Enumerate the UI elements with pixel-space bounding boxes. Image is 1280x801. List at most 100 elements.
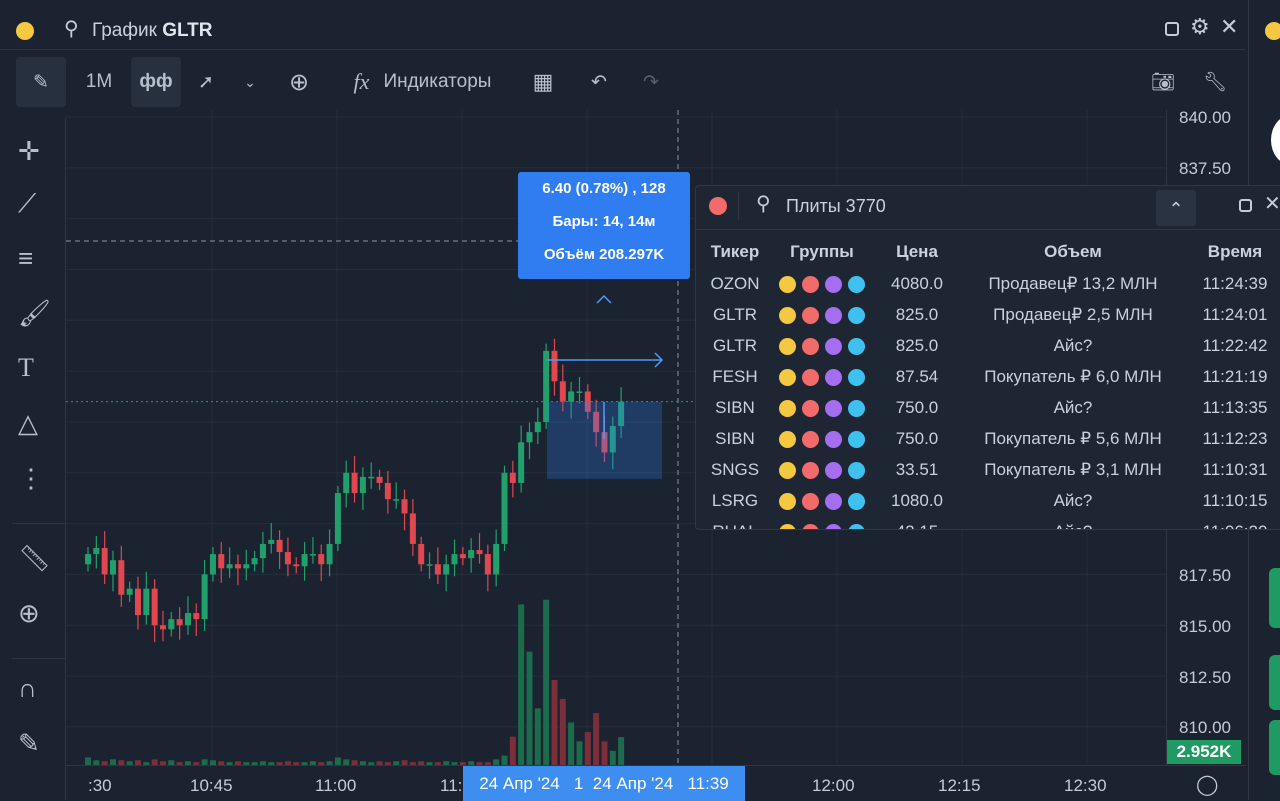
maximize-icon[interactable] [1239, 199, 1252, 212]
close-icon[interactable]: ✕ [1264, 193, 1280, 215]
magnet-icon[interactable]: ∩ [18, 673, 37, 703]
status-dot[interactable] [709, 197, 727, 215]
group-dot[interactable] [802, 275, 819, 293]
column-header[interactable]: Время [1207, 242, 1263, 261]
candle-body [368, 476, 375, 479]
status-dot[interactable] [1265, 22, 1280, 40]
candle-body [384, 482, 391, 500]
group-dot[interactable] [825, 492, 842, 510]
search-icon[interactable]: ⚲ [64, 18, 79, 40]
compare-button[interactable]: ⊕ [282, 57, 316, 107]
fib-lines-icon[interactable]: ≡ [18, 243, 34, 273]
volume-bar [393, 761, 400, 765]
undo-button[interactable]: ↶ [582, 57, 616, 107]
group-dot[interactable] [848, 306, 865, 324]
chart-type-button[interactable]: ➚ [188, 57, 224, 107]
column-header[interactable]: Объем [1044, 242, 1102, 261]
prediction-icon[interactable]: ⋮ [18, 463, 44, 493]
pattern-icon[interactable]: △ [18, 408, 38, 438]
close-icon[interactable]: ✕ [1220, 14, 1239, 39]
status-dot[interactable] [16, 22, 34, 40]
gear-icon[interactable]: ⚙ [1190, 14, 1210, 39]
window-title[interactable]: График GLTR [92, 20, 213, 42]
group-dot[interactable] [825, 337, 842, 355]
candle-body [568, 391, 575, 402]
candle-body [434, 564, 441, 575]
crosshair-icon[interactable]: ✛ [18, 136, 40, 166]
chart-type-dropdown[interactable]: ⌄ [238, 57, 262, 107]
group-dot[interactable] [848, 523, 865, 529]
group-dot[interactable] [825, 399, 842, 417]
table-row[interactable]: SNGS 33.51 Покупатель ₽ 3,1 МЛН 11:10:31 [704, 454, 1280, 485]
volume-bar [234, 761, 241, 765]
table-row[interactable]: GLTR 825.0 Айс? 11:22:42 [704, 330, 1280, 361]
group-dot[interactable] [848, 430, 865, 448]
table-row[interactable]: FESH 87.54 Покупатель ₽ 6,0 МЛН 11:21:19 [704, 361, 1280, 392]
group-dot[interactable] [848, 275, 865, 293]
group-dot[interactable] [825, 275, 842, 293]
maximize-icon[interactable] [1165, 22, 1179, 36]
group-dot[interactable] [848, 399, 865, 417]
candles-button[interactable]: фф [131, 57, 181, 107]
table-row[interactable]: SIBN 750.0 Айс? 11:13:35 [704, 392, 1280, 423]
group-dot[interactable] [825, 368, 842, 386]
group-dot[interactable] [779, 492, 796, 510]
table-row[interactable]: SIBN 750.0 Покупатель ₽ 5,6 МЛН 11:12:23 [704, 423, 1280, 454]
group-dot[interactable] [779, 430, 796, 448]
redo-button[interactable]: ↷ [634, 57, 668, 107]
price-axis[interactable]: 840.00 837.50 817.50 815.00 812.50 810.0… [1166, 108, 1246, 765]
column-header[interactable]: Группы [790, 242, 854, 261]
search-icon[interactable]: ⚲ [756, 193, 771, 215]
screenshot-button[interactable]: 📷︎ [1146, 57, 1180, 107]
measure-volume: Объём 208.297K [543, 246, 665, 263]
collapse-button[interactable]: ⌃ [1156, 190, 1196, 226]
column-header[interactable]: Тикер [710, 242, 760, 261]
group-dot[interactable] [779, 368, 796, 386]
group-dot[interactable] [802, 306, 819, 324]
group-dot[interactable] [802, 368, 819, 386]
time-axis[interactable]: :30 10:45 11:00 11: 12:00 12:15 12:30 24… [66, 765, 1246, 801]
group-dot[interactable] [779, 523, 796, 529]
group-dot[interactable] [802, 399, 819, 417]
group-dot[interactable] [779, 306, 796, 324]
table-row[interactable]: RUAL 42.15Айс?11:06:20 [704, 516, 1280, 529]
group-dot[interactable] [802, 337, 819, 355]
draw-button[interactable]: ✎ [16, 57, 66, 107]
table-row[interactable]: LSRG 1080.0 Айс? 11:10:15 [704, 485, 1280, 516]
text-icon[interactable]: T [18, 353, 34, 382]
avatar[interactable] [1271, 115, 1280, 165]
group-dot[interactable] [779, 337, 796, 355]
panel-title[interactable]: Плиты 3770 [786, 196, 886, 216]
candle-body [201, 574, 208, 620]
ruler-icon[interactable]: 📏︎ [18, 543, 52, 573]
group-dot[interactable] [848, 492, 865, 510]
group-dot[interactable] [848, 337, 865, 355]
group-dot[interactable] [825, 523, 842, 529]
group-dot[interactable] [779, 399, 796, 417]
table-row[interactable]: OZON 4080.0 Продавец₽ 13,2 МЛН 11:24:39 [704, 268, 1280, 299]
group-dot[interactable] [802, 492, 819, 510]
group-dot[interactable] [848, 368, 865, 386]
zoom-in-icon[interactable]: ⊕ [18, 598, 40, 628]
column-header[interactable]: Цена [896, 242, 938, 261]
time-cell: 11:12:23 [1202, 428, 1268, 448]
brush-icon[interactable]: 🖌︎ [18, 298, 52, 328]
group-dot[interactable] [779, 461, 796, 479]
interval-button[interactable]: 1M [85, 71, 113, 92]
group-dot[interactable] [802, 461, 819, 479]
group-dot[interactable] [825, 306, 842, 324]
group-dot[interactable] [825, 430, 842, 448]
group-dot[interactable] [802, 523, 819, 529]
group-dot[interactable] [802, 430, 819, 448]
table-row[interactable]: GLTR 825.0 Продавец₽ 2,5 МЛН 11:24:01 [704, 299, 1280, 330]
group-dot[interactable] [848, 461, 865, 479]
trend-line-icon[interactable]: ⟋ [18, 188, 37, 218]
layout-button[interactable]: ▦ [525, 57, 561, 107]
axis-settings-icon[interactable]: ◯ [1196, 774, 1219, 796]
volume-bar [159, 761, 166, 765]
lock-drawing-icon[interactable]: ✎ [18, 728, 40, 758]
indicators-button[interactable]: fx Индикаторы [340, 57, 505, 107]
settings-button[interactable]: 🔧︎ [1198, 57, 1232, 107]
group-dot[interactable] [825, 461, 842, 479]
group-dot[interactable] [779, 275, 796, 293]
